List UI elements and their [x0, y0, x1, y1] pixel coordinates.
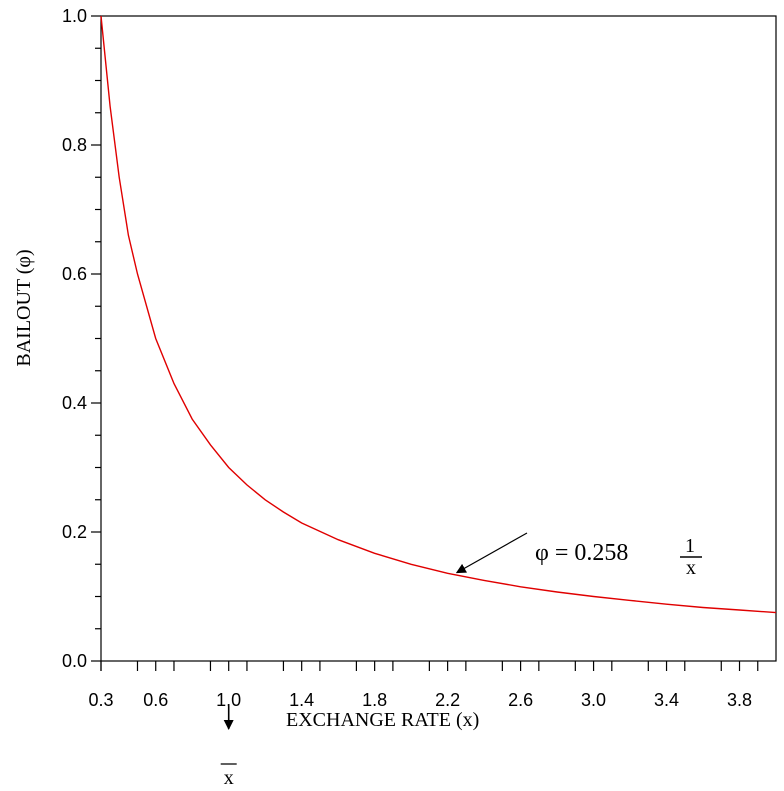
plot-border	[100, 15, 777, 662]
x-tick-label: 2.2	[435, 690, 460, 710]
annotation-arrow	[455, 532, 528, 574]
formula-lhs: φ = 0.258	[535, 540, 628, 566]
y-tick-label: 0.4	[62, 393, 87, 413]
x-tick-label: 0.3	[88, 690, 113, 710]
x-tick-label: 1.4	[289, 690, 314, 710]
series-layer	[100, 15, 777, 614]
y-tick-label: 1.0	[62, 6, 87, 26]
x-tick-label: 3.0	[581, 690, 606, 710]
series-line	[100, 15, 777, 614]
y-tick-label: 0.6	[62, 264, 87, 284]
x-axis: 0.3 0.6 1.0 1.4 1.8 2.2 2.6 3.0 3.4 3.8	[88, 661, 759, 710]
y-axis: 0.0 0.2 0.4 0.6 0.8 1.0	[62, 6, 101, 671]
x-tick-label: 0.6	[143, 690, 168, 710]
xbar-label: x	[224, 767, 234, 789]
y-tick-label: 0.8	[62, 135, 87, 155]
formula-annotation: φ = 0.258 1 x	[455, 532, 702, 579]
xbar-marker: x	[220, 706, 237, 789]
x-axis-title: EXCHANGE RATE (x)	[286, 709, 479, 731]
x-tick-label: 1.8	[362, 690, 387, 710]
y-tick-label: 0.2	[62, 522, 87, 542]
x-tick-label: 2.6	[508, 690, 533, 710]
formula-denominator: x	[686, 557, 696, 579]
x-tick-label: 1.0	[216, 690, 241, 710]
x-tick-label: 3.4	[654, 690, 679, 710]
plot-frame	[100, 15, 777, 662]
y-axis-title: BAILOUT (φ)	[13, 249, 35, 366]
formula-numerator: 1	[685, 535, 695, 557]
y-tick-label: 0.0	[62, 651, 87, 671]
x-tick-label: 3.8	[727, 690, 752, 710]
